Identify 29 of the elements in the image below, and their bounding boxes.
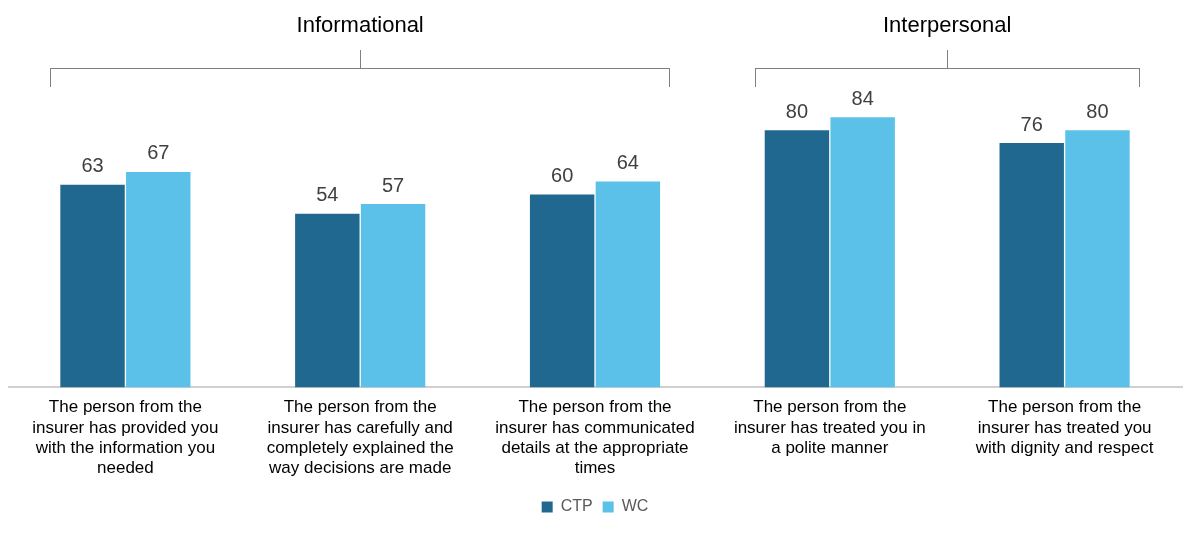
bar: [360, 204, 426, 388]
bar: [830, 117, 895, 388]
data-label: 84: [851, 86, 874, 109]
bar: [529, 194, 595, 388]
bar: [126, 171, 191, 388]
x-tick-label: The person from the insurer has provided you with the information you needed: [32, 397, 219, 478]
bar: [999, 143, 1064, 388]
data-label: 60: [551, 163, 574, 186]
bar: [295, 213, 360, 388]
x-tick-label: The person from the insurer has communicated details at the appropriate times: [495, 397, 695, 478]
text: Informational: [295, 12, 425, 38]
x-tick-label: The person from the insurer has treated you with dignity and respect: [974, 397, 1154, 458]
bar: [595, 181, 661, 388]
bar: [60, 184, 125, 388]
data-label: 80: [1086, 99, 1109, 122]
bar: [1065, 130, 1130, 388]
legend-label: CTP: [560, 497, 593, 515]
x-tick-label: The person from the insurer has carefully and completely explained the way decisions are made: [266, 397, 454, 478]
data-label: 64: [616, 151, 639, 174]
data-label: 80: [785, 99, 809, 122]
data-label: 67: [147, 141, 170, 164]
text: Interpersonal: [881, 12, 1013, 38]
data-label: 76: [1020, 112, 1043, 135]
data-label: 63: [81, 154, 104, 177]
data-label: 57: [381, 173, 405, 196]
bar: [764, 130, 830, 388]
x-tick-label: The person from the insurer has treated you in a polite manner: [733, 397, 926, 458]
data-label: 54: [316, 183, 339, 206]
legend-label: WC: [621, 497, 649, 515]
